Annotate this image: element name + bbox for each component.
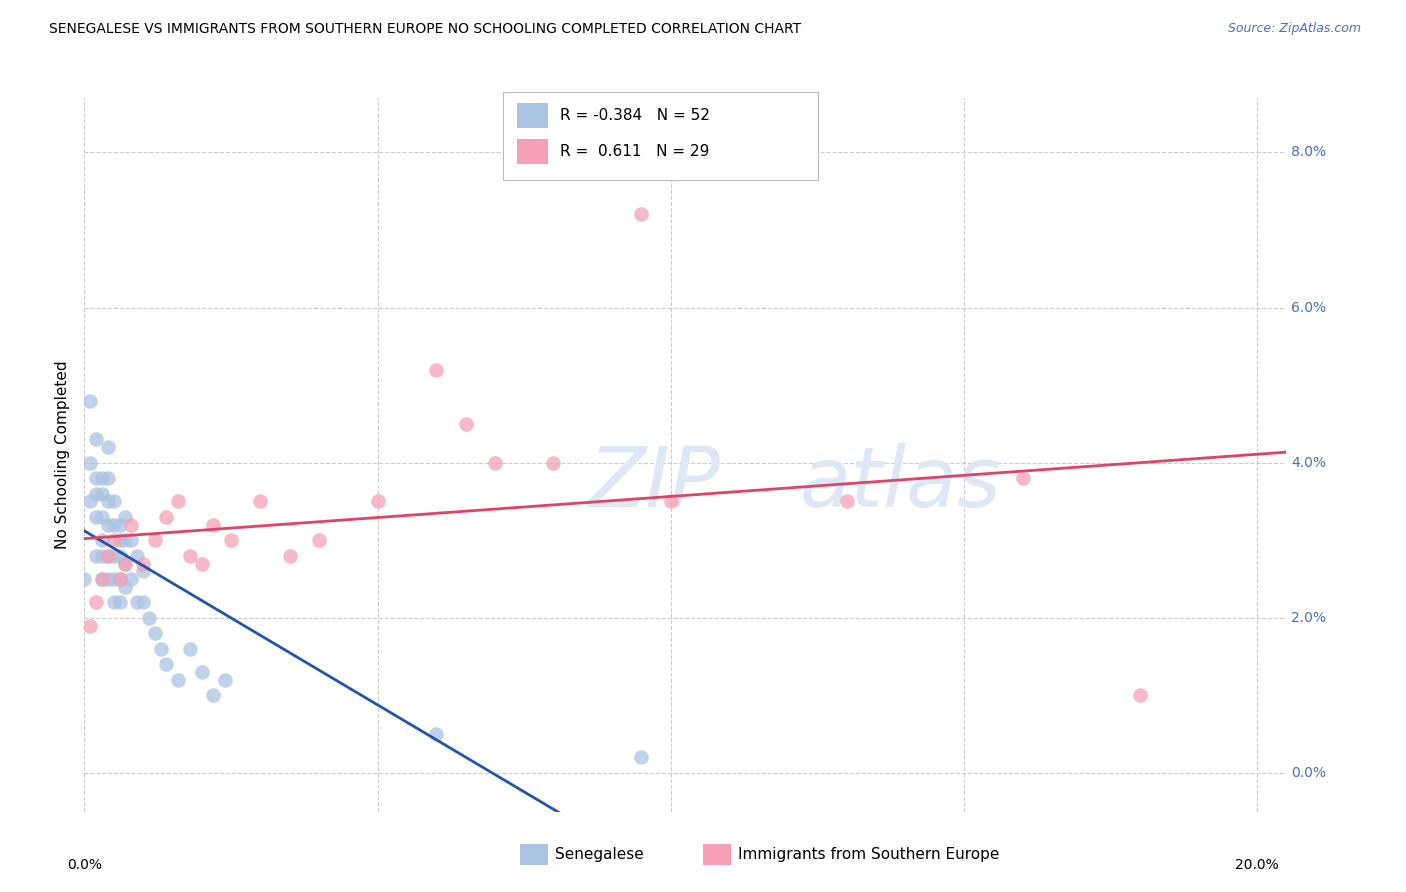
Point — [425, 727, 447, 741]
Point — [91, 533, 114, 548]
Point — [108, 595, 131, 609]
Point — [179, 641, 201, 656]
Point — [190, 665, 212, 679]
Point — [132, 564, 155, 578]
Point — [114, 533, 136, 548]
Point — [630, 750, 652, 764]
Point — [114, 557, 136, 571]
Text: 6.0%: 6.0% — [1291, 301, 1326, 315]
Point — [543, 456, 565, 470]
Point — [249, 494, 271, 508]
Point — [308, 533, 330, 548]
Point — [120, 517, 142, 532]
Text: Source: ZipAtlas.com: Source: ZipAtlas.com — [1227, 22, 1361, 36]
Point — [484, 456, 506, 470]
Point — [114, 510, 136, 524]
Point — [91, 471, 114, 485]
Point — [190, 557, 212, 571]
Point — [97, 440, 120, 454]
Point — [132, 595, 155, 609]
Point — [91, 549, 114, 563]
Point — [91, 486, 114, 500]
Point — [97, 549, 120, 563]
Point — [425, 362, 447, 376]
Point — [108, 572, 131, 586]
Point — [97, 572, 120, 586]
Point — [114, 557, 136, 571]
Point — [143, 533, 166, 548]
Point — [167, 673, 190, 687]
Text: atlas: atlas — [800, 443, 1001, 524]
Point — [179, 549, 201, 563]
Point — [97, 471, 120, 485]
Point — [1011, 471, 1033, 485]
Point — [202, 689, 225, 703]
Point — [84, 433, 107, 447]
Point — [149, 641, 172, 656]
Point — [73, 572, 96, 586]
Point — [84, 486, 107, 500]
Point — [155, 510, 177, 524]
Point — [103, 549, 125, 563]
Point — [103, 494, 125, 508]
Point — [108, 533, 131, 548]
Point — [103, 572, 125, 586]
Point — [84, 549, 107, 563]
Point — [120, 572, 142, 586]
Point — [79, 494, 101, 508]
Point — [155, 657, 177, 672]
Text: Senegalese: Senegalese — [555, 847, 644, 862]
Point — [138, 611, 160, 625]
Point — [132, 557, 155, 571]
Point — [91, 572, 114, 586]
Point — [108, 572, 131, 586]
Text: SENEGALESE VS IMMIGRANTS FROM SOUTHERN EUROPE NO SCHOOLING COMPLETED CORRELATION: SENEGALESE VS IMMIGRANTS FROM SOUTHERN E… — [49, 22, 801, 37]
Text: R =  0.611   N = 29: R = 0.611 N = 29 — [560, 145, 709, 159]
Point — [108, 549, 131, 563]
Text: 4.0%: 4.0% — [1291, 456, 1326, 470]
Text: 8.0%: 8.0% — [1291, 145, 1326, 160]
Point — [79, 456, 101, 470]
Point — [659, 494, 682, 508]
Point — [103, 517, 125, 532]
Point — [630, 207, 652, 221]
Point — [108, 517, 131, 532]
Point — [214, 673, 236, 687]
Text: 20.0%: 20.0% — [1236, 858, 1279, 872]
Text: ZIP: ZIP — [589, 443, 721, 524]
Point — [97, 549, 120, 563]
Text: 2.0%: 2.0% — [1291, 611, 1326, 624]
Point — [84, 595, 107, 609]
Text: 0.0%: 0.0% — [1291, 766, 1326, 780]
Point — [143, 626, 166, 640]
Text: R = -0.384   N = 52: R = -0.384 N = 52 — [560, 109, 710, 123]
Point — [103, 595, 125, 609]
Point — [167, 494, 190, 508]
Point — [84, 510, 107, 524]
Point — [91, 510, 114, 524]
Point — [91, 572, 114, 586]
Point — [127, 549, 149, 563]
Point — [367, 494, 389, 508]
Point — [278, 549, 301, 563]
Point — [127, 595, 149, 609]
Point — [120, 533, 142, 548]
Point — [202, 517, 225, 532]
Point — [84, 471, 107, 485]
Point — [79, 618, 101, 632]
Point — [114, 580, 136, 594]
Point — [97, 494, 120, 508]
Text: Immigrants from Southern Europe: Immigrants from Southern Europe — [738, 847, 1000, 862]
Point — [454, 417, 477, 431]
Point — [835, 494, 858, 508]
Point — [103, 533, 125, 548]
Point — [79, 393, 101, 408]
Point — [219, 533, 242, 548]
Point — [97, 517, 120, 532]
Text: 0.0%: 0.0% — [67, 858, 101, 872]
Point — [1129, 689, 1152, 703]
Y-axis label: No Schooling Completed: No Schooling Completed — [55, 360, 70, 549]
